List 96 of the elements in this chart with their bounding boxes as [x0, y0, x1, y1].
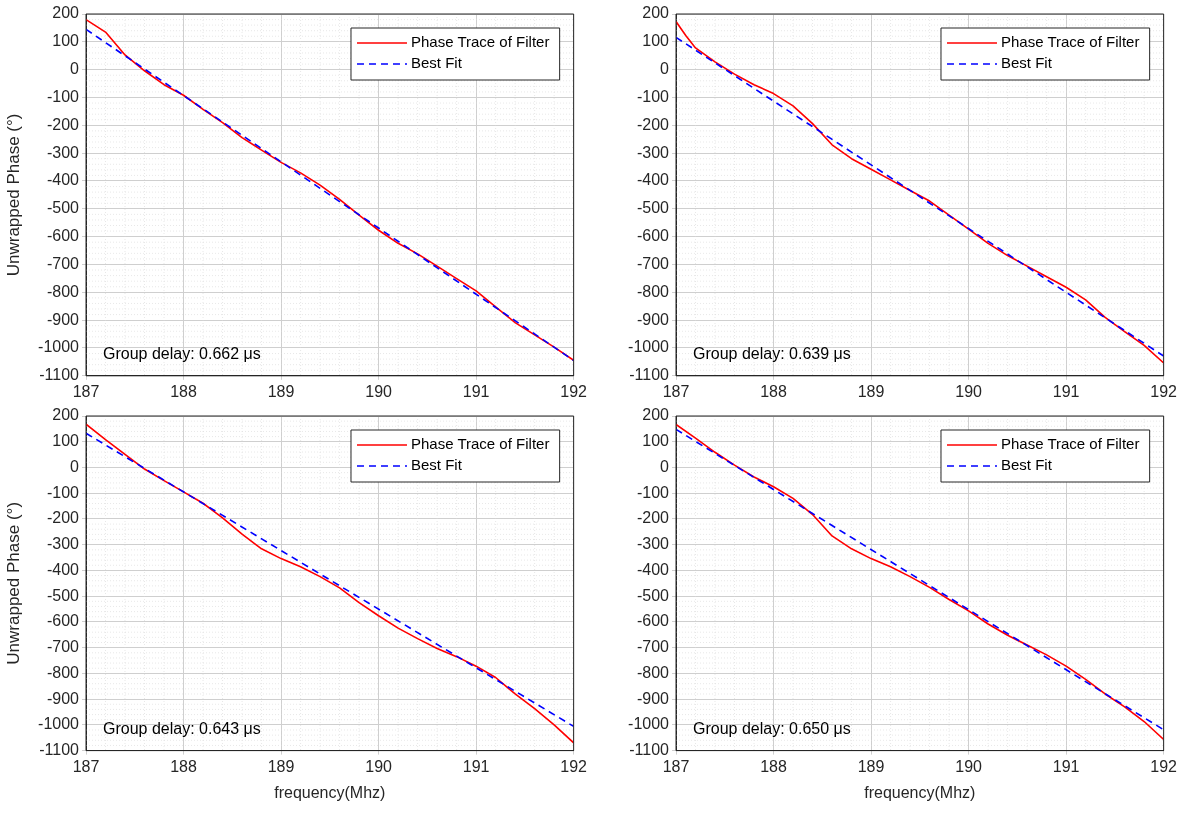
x-tick-label: 187 — [662, 757, 690, 775]
y-tick-label: 0 — [70, 60, 80, 78]
x-axis-title: frequency(Mhz) — [274, 783, 386, 801]
x-tick-label: 187 — [662, 382, 690, 400]
y-tick-label: 100 — [52, 32, 80, 50]
y-tick-label: -400 — [46, 171, 80, 189]
y-tick-label: -200 — [46, 509, 80, 527]
x-tick-label: 190 — [365, 382, 393, 400]
y-tick-label: -200 — [636, 509, 670, 527]
x-tick-label: 189 — [857, 382, 885, 400]
y-tick-label: -100 — [636, 483, 670, 501]
annotation: Group delay: 0.650 μs — [693, 719, 851, 737]
x-tick-label: 191 — [462, 757, 490, 775]
y-axis-title: Unwrapped Phase (°) — [3, 113, 23, 277]
y-tick-label: -200 — [636, 115, 670, 133]
y-axis-title: Unwrapped Phase (°) — [3, 501, 23, 665]
y-tick-label: -100 — [46, 483, 80, 501]
y-tick-label: 0 — [660, 60, 670, 78]
y-tick-label: 200 — [52, 4, 80, 22]
y-tick-label: -1000 — [628, 715, 670, 733]
y-tick-label: -500 — [636, 586, 670, 604]
y-tick-label: -1100 — [39, 366, 80, 384]
x-tick-label: 192 — [560, 757, 588, 775]
y-tick-label: -700 — [46, 254, 80, 272]
x-tick-label: 189 — [267, 757, 295, 775]
y-tick-label: -500 — [636, 199, 670, 217]
y-tick-label: -400 — [46, 560, 80, 578]
legend-label: Phase Trace of Filter — [1000, 435, 1140, 453]
y-tick-label: -100 — [636, 87, 670, 105]
x-tick-label: 190 — [365, 757, 393, 775]
y-tick-label: -700 — [636, 638, 670, 656]
y-tick-label: 200 — [642, 4, 670, 22]
y-tick-label: -700 — [636, 254, 670, 272]
legend-label: Best Fit — [410, 456, 463, 474]
y-tick-label: -600 — [46, 612, 80, 630]
y-tick-label: -600 — [636, 227, 670, 245]
y-tick-label: -1100 — [629, 741, 670, 759]
x-tick-label: 191 — [1052, 382, 1080, 400]
legend-label: Best Fit — [1000, 54, 1053, 72]
y-tick-label: -1100 — [629, 366, 670, 384]
y-tick-label: -400 — [636, 171, 670, 189]
y-tick-label: -200 — [46, 115, 80, 133]
legend-label: Phase Trace of Filter — [410, 435, 550, 453]
y-tick-label: -700 — [46, 638, 80, 656]
y-tick-label: 200 — [52, 406, 80, 424]
legend-label: Best Fit — [410, 54, 463, 72]
legend-label: Phase Trace of Filter — [410, 33, 550, 51]
y-tick-label: -800 — [636, 282, 670, 300]
x-tick-label: 188 — [170, 757, 197, 775]
x-tick-label: 192 — [1150, 382, 1178, 400]
y-tick-label: -300 — [636, 535, 670, 553]
y-tick-label: -500 — [46, 199, 80, 217]
x-tick-label: 192 — [560, 382, 588, 400]
y-tick-label: -900 — [636, 310, 670, 328]
y-tick-label: -900 — [46, 310, 80, 328]
x-tick-label: 190 — [955, 382, 983, 400]
annotation: Group delay: 0.639 μs — [693, 344, 851, 362]
x-axis-title: frequency(Mhz) — [864, 783, 976, 801]
y-tick-label: -1000 — [38, 715, 80, 733]
x-tick-label: 187 — [72, 757, 100, 775]
x-tick-label: 191 — [462, 382, 490, 400]
y-tick-label: -100 — [46, 87, 80, 105]
x-tick-label: 190 — [955, 757, 983, 775]
x-tick-label: 187 — [72, 382, 100, 400]
x-tick-label: 189 — [857, 757, 885, 775]
y-tick-label: 0 — [70, 457, 80, 475]
y-tick-label: -300 — [46, 143, 80, 161]
x-tick-label: 192 — [1150, 757, 1178, 775]
annotation: Group delay: 0.643 μs — [103, 719, 261, 737]
y-tick-label: -800 — [46, 282, 80, 300]
y-tick-label: -800 — [636, 663, 670, 681]
x-tick-label: 188 — [170, 382, 197, 400]
x-tick-label: 188 — [760, 382, 787, 400]
legend-label: Phase Trace of Filter — [1000, 33, 1140, 51]
y-tick-label: -300 — [636, 143, 670, 161]
y-tick-label: -1100 — [39, 741, 80, 759]
y-tick-label: 100 — [52, 432, 80, 450]
legend-label: Best Fit — [1000, 456, 1053, 474]
y-tick-label: 200 — [642, 406, 670, 424]
y-tick-label: -800 — [46, 663, 80, 681]
y-tick-label: -600 — [46, 227, 80, 245]
x-tick-label: 189 — [267, 382, 295, 400]
x-tick-label: 191 — [1052, 757, 1080, 775]
y-tick-label: -600 — [636, 612, 670, 630]
y-tick-label: 100 — [642, 32, 670, 50]
y-tick-label: -1000 — [628, 338, 670, 356]
x-tick-label: 188 — [760, 757, 787, 775]
y-tick-label: 100 — [642, 432, 670, 450]
y-tick-label: -300 — [46, 535, 80, 553]
y-tick-label: -500 — [46, 586, 80, 604]
y-tick-label: -400 — [636, 560, 670, 578]
y-tick-label: -900 — [46, 689, 80, 707]
annotation: Group delay: 0.662 μs — [103, 344, 261, 362]
y-tick-label: -1000 — [38, 338, 80, 356]
y-tick-label: -900 — [636, 689, 670, 707]
y-tick-label: 0 — [660, 457, 670, 475]
